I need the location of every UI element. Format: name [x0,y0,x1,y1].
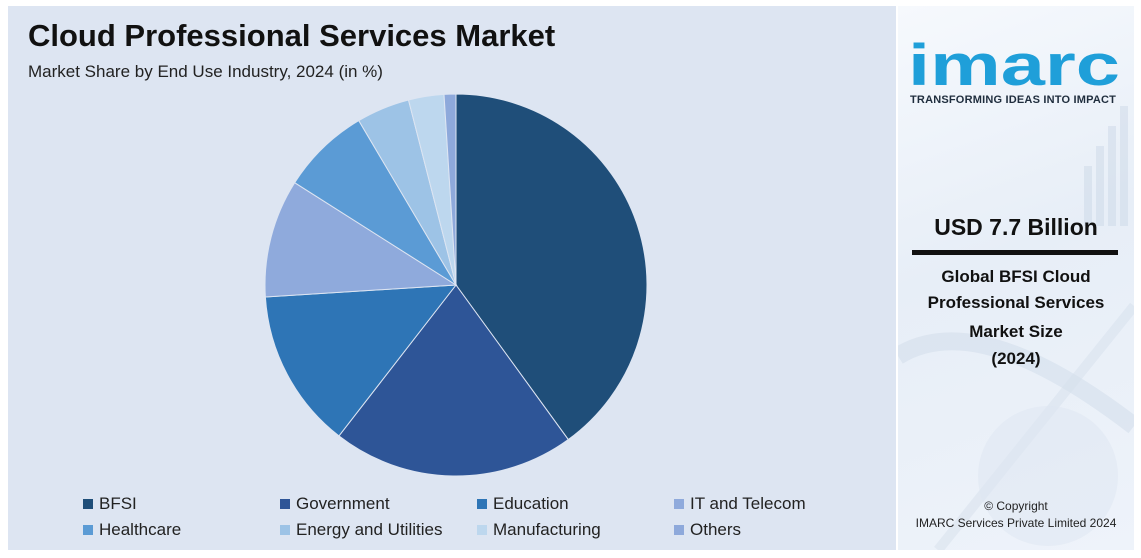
legend-label: Healthcare [99,520,182,539]
legend-item-manufacturing: Manufacturing [477,518,601,542]
legend-swatch [477,499,487,509]
chart-title: Cloud Professional Services Market [28,18,556,53]
market-size-caption-line: Market Size [969,322,1063,341]
legend-label: IT and Telecom [690,494,806,513]
market-size-caption-line: Professional Services [927,293,1105,312]
market-size-value: USD 7.7 Billion [934,214,1098,240]
legend-item-healthcare: Healthcare [83,518,181,542]
legend-swatch [83,499,93,509]
legend-label: Manufacturing [493,520,601,539]
legend-label: Government [296,494,390,513]
logo-text: imarc [908,40,1120,94]
pie-chart [264,93,648,477]
pie-slice-education [264,284,458,437]
legend-swatch [83,525,93,535]
legend-swatch [674,499,684,509]
legend-item-energy-and-utilities: Energy and Utilities [280,518,442,542]
pie-slice-bfsi [455,93,648,441]
company-name: IMARC Services Private Limited 2024 [915,516,1117,530]
background-decoration [898,106,1134,550]
chart-legend: BFSI Government Education IT and Telecom Hea… [83,488,883,544]
market-size-caption-line: Global BFSI Cloud [941,267,1091,286]
legend-item-education: Education [477,492,569,516]
legend-item-government: Government [280,492,390,516]
legend-swatch [477,525,487,535]
info-panel: imarc TRANSFORMING IDEAS INTO IMPACT USD… [898,6,1134,550]
copyright-notice: © Copyright [984,499,1048,513]
market-size-caption-line: (2024) [991,349,1041,368]
pie-slice-others [443,93,457,286]
legend-swatch [674,525,684,535]
legend-label: Energy and Utilities [296,520,443,539]
divider [912,250,1118,255]
pie-slice-it-and-telecom [264,181,458,298]
brand-tagline: TRANSFORMING IDEAS INTO IMPACT [910,94,1117,106]
imarc-logo: imarc [908,40,1126,94]
legend-item-bfsi: BFSI [83,492,137,516]
chart-subtitle: Market Share by End Use Industry, 2024 (… [28,62,383,81]
imarc-logo-mark: imarc [908,40,1120,94]
legend-label: Others [690,520,742,539]
pie-slice-government [338,284,569,477]
legend-item-it-and-telecom: IT and Telecom [674,492,806,516]
chart-panel: Cloud Professional Services Market Marke… [8,6,896,550]
legend-swatch [280,525,290,535]
legend-item-others: Others [674,518,741,542]
legend-label: Education [493,494,569,513]
legend-label: BFSI [99,494,137,513]
legend-swatch [280,499,290,509]
